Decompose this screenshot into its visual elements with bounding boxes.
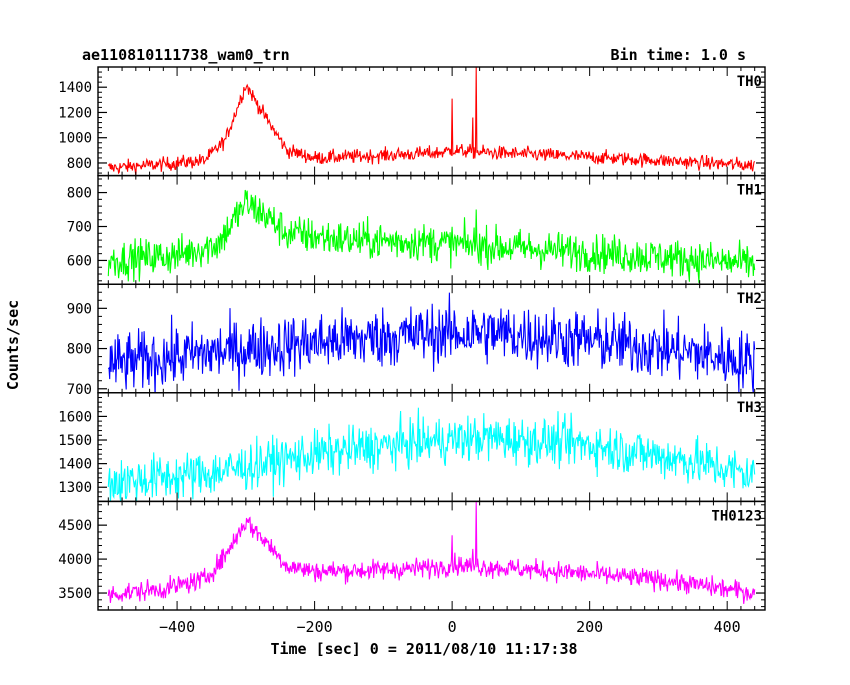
y-tick-label: 4500 xyxy=(58,518,92,534)
y-tick-label: 1400 xyxy=(58,80,92,96)
panel-label: TH2 xyxy=(737,291,762,307)
y-tick-label: 3500 xyxy=(58,586,92,602)
y-tick-label: 800 xyxy=(67,186,92,202)
y-axis-label: Counts/sec xyxy=(4,300,22,390)
bin-time-label: Bin time: 1.0 s xyxy=(611,46,746,64)
series-line-th1 xyxy=(107,189,756,284)
y-tick-label: 4000 xyxy=(58,552,92,568)
y-tick-label: 800 xyxy=(67,156,92,172)
x-tick-label: 0 xyxy=(448,618,457,636)
panel-frame xyxy=(97,174,766,285)
panel-frame xyxy=(97,500,766,611)
panel-label: TH0 xyxy=(737,74,762,90)
x-tick-label: −200 xyxy=(297,618,333,636)
series-line-th0 xyxy=(107,67,756,176)
y-tick-label: 700 xyxy=(67,382,92,398)
panel-label: TH0123 xyxy=(711,508,762,524)
x-tick-label: 200 xyxy=(576,618,603,636)
panel-th1: 600 700 800 TH1 xyxy=(67,174,766,285)
y-tick-label: 1000 xyxy=(58,131,92,147)
panels-group: 800 1000 1200 1400 TH0 600 700 800 TH1 700 800 900 T… xyxy=(58,66,766,636)
y-tick-label: 700 xyxy=(67,220,92,236)
series-line-th2 xyxy=(107,292,756,393)
panel-frame xyxy=(97,66,766,177)
panel-th3: 1300 1400 1500 1600 TH3 xyxy=(58,392,766,503)
y-tick-label: 1600 xyxy=(58,409,92,425)
panel-th0: 800 1000 1200 1400 TH0 xyxy=(58,66,766,177)
y-tick-label: 1400 xyxy=(58,457,92,473)
y-tick-label: 1200 xyxy=(58,105,92,121)
x-tick-label: −400 xyxy=(159,618,195,636)
panel-label: TH1 xyxy=(737,183,762,199)
x-axis-label: Time [sec] 0 = 2011/08/10 11:17:38 xyxy=(270,640,577,658)
y-tick-label: 600 xyxy=(67,253,92,269)
panel-th2: 700 800 900 TH2 xyxy=(67,283,766,398)
y-tick-label: 900 xyxy=(67,301,92,317)
series-line-th3 xyxy=(107,407,756,502)
panel-label: TH3 xyxy=(737,400,762,416)
x-tick-label: 400 xyxy=(714,618,741,636)
y-tick-label: 1500 xyxy=(58,433,92,449)
panel-frame xyxy=(97,392,766,503)
y-tick-label: 800 xyxy=(67,342,92,358)
series-line-th0123 xyxy=(107,501,756,604)
chart-title: ae110810111738_wam0_trn xyxy=(82,46,290,64)
panel-th0123: 3500 4000 4500 TH0123 xyxy=(58,500,766,611)
y-tick-label: 1300 xyxy=(58,480,92,496)
